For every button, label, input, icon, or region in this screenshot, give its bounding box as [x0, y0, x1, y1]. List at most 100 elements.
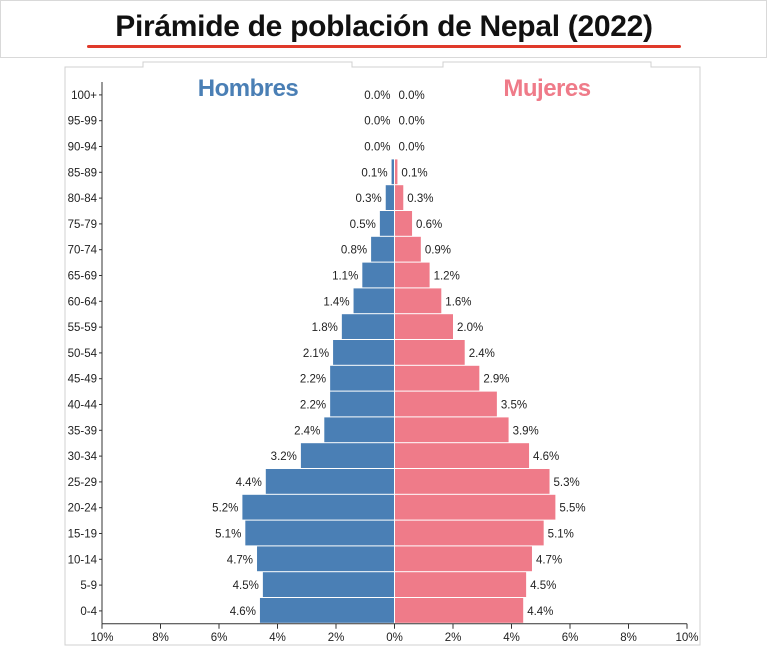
data-label-male: 1.1%	[332, 271, 358, 283]
y-tick-label: 35-39	[68, 425, 97, 437]
bar-female	[394, 288, 442, 314]
x-tick-label: 0%	[386, 632, 403, 644]
bar-female	[394, 546, 532, 572]
y-tick-label: 20-24	[68, 503, 98, 515]
y-tick-label: 0-4	[80, 606, 97, 618]
data-label-female: 1.2%	[434, 271, 460, 283]
data-label-female: 4.7%	[536, 554, 562, 566]
y-tick-label: 85-89	[68, 167, 97, 179]
x-tick-label: 6%	[562, 632, 579, 644]
legend-mujeres: Mujeres	[503, 75, 590, 102]
data-label-female: 0.6%	[416, 219, 442, 231]
bar-male	[391, 159, 395, 185]
title-box	[0, 0, 767, 58]
bar-female	[394, 572, 527, 597]
bar-male	[324, 417, 395, 443]
bar-female	[394, 159, 398, 185]
y-tick-label: 75-79	[68, 219, 97, 231]
data-label-male: 5.1%	[215, 529, 241, 541]
bar-female	[394, 417, 509, 443]
data-label-female: 2.4%	[469, 348, 495, 360]
x-tick-label: 2%	[328, 632, 345, 644]
bar-male	[300, 443, 395, 468]
bar-female	[394, 211, 413, 236]
y-tick-label: 30-34	[68, 451, 98, 463]
data-label-male: 0.0%	[364, 142, 390, 154]
x-tick-label: 10%	[675, 632, 698, 644]
y-tick-label: 25-29	[68, 477, 97, 489]
data-label-male: 0.0%	[364, 116, 390, 128]
bar-male	[385, 185, 395, 210]
data-label-male: 1.8%	[312, 322, 338, 334]
y-tick-label: 40-44	[68, 400, 98, 412]
data-label-male: 4.5%	[233, 580, 259, 592]
bar-male	[333, 340, 395, 365]
data-label-female: 1.6%	[445, 296, 471, 308]
data-label-female: 0.0%	[399, 90, 425, 102]
bar-male	[257, 546, 395, 572]
data-label-female: 0.0%	[399, 116, 425, 128]
data-label-male: 0.0%	[364, 90, 390, 102]
bar-male	[330, 391, 395, 417]
data-label-male: 0.3%	[356, 193, 382, 205]
data-label-female: 3.9%	[513, 425, 539, 437]
data-label-female: 5.3%	[554, 477, 580, 489]
data-label-female: 2.9%	[483, 374, 509, 386]
data-label-male: 2.1%	[303, 348, 329, 360]
data-label-female: 2.0%	[457, 322, 483, 334]
bar-male	[371, 236, 395, 262]
bar-female	[394, 314, 453, 339]
bar-female	[394, 365, 480, 391]
y-tick-label: 5-9	[80, 580, 97, 592]
x-tick-label: 2%	[445, 632, 462, 644]
data-label-female: 4.4%	[527, 606, 553, 618]
data-label-male: 2.4%	[294, 425, 320, 437]
data-label-female: 4.6%	[533, 451, 559, 463]
x-tick-label: 4%	[269, 632, 286, 644]
data-label-male: 1.4%	[323, 296, 349, 308]
bar-female	[394, 391, 497, 417]
bar-male	[259, 598, 395, 623]
y-tick-label: 95-99	[68, 116, 97, 128]
bar-female	[394, 494, 556, 520]
bar-female	[394, 598, 524, 623]
y-tick-label: 90-94	[68, 142, 98, 154]
data-label-female: 5.1%	[548, 529, 574, 541]
y-tick-label: 70-74	[68, 245, 98, 257]
bar-female	[394, 469, 550, 494]
data-label-male: 5.2%	[212, 503, 238, 515]
bar-female	[394, 185, 404, 210]
data-label-male: 4.7%	[227, 554, 253, 566]
bar-male	[265, 469, 395, 494]
data-label-male: 4.6%	[230, 606, 256, 618]
x-tick-label: 10%	[90, 632, 113, 644]
bar-female	[394, 262, 430, 288]
legend-hombres: Hombres	[198, 75, 299, 102]
bar-female	[394, 236, 421, 262]
bar-male	[242, 494, 395, 520]
x-tick-label: 4%	[503, 632, 520, 644]
bar-male	[362, 262, 395, 288]
y-tick-label: 60-64	[68, 296, 98, 308]
page-title: Pirámide de población de Nepal (2022)	[115, 10, 653, 43]
y-tick-label: 100+	[71, 90, 97, 102]
y-tick-label: 50-54	[68, 348, 98, 360]
x-tick-label: 6%	[211, 632, 228, 644]
data-label-male: 0.5%	[350, 219, 376, 231]
x-tick-label: 8%	[620, 632, 637, 644]
y-tick-label: 55-59	[68, 322, 97, 334]
y-tick-label: 15-19	[68, 529, 97, 541]
data-label-female: 4.5%	[530, 580, 556, 592]
bar-male	[341, 314, 395, 339]
x-tick-label: 8%	[152, 632, 169, 644]
data-label-female: 0.9%	[425, 245, 451, 257]
bar-female	[394, 340, 465, 365]
data-label-female: 0.0%	[399, 142, 425, 154]
bar-female	[394, 520, 544, 546]
bar-male	[330, 365, 395, 391]
y-tick-label: 80-84	[68, 193, 98, 205]
y-tick-label: 45-49	[68, 374, 97, 386]
data-label-female: 5.5%	[559, 503, 585, 515]
data-label-male: 4.4%	[236, 477, 262, 489]
